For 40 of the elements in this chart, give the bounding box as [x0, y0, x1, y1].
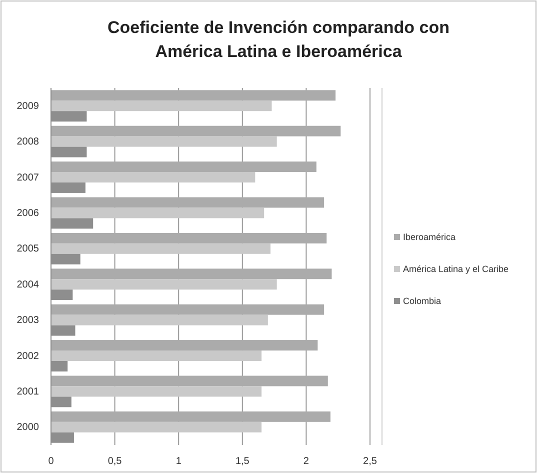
chart-title: Coeficiente de Invención comparando con América Latina e Iberoamérica	[108, 18, 450, 61]
y-tick-label: 2007	[16, 172, 40, 184]
y-tick-label: 2004	[16, 279, 40, 290]
y-tick-label: 2009	[16, 100, 40, 112]
y-tick-label: 2000	[16, 422, 40, 434]
legend-label: Iberoamérica	[403, 232, 456, 242]
bar	[51, 376, 328, 386]
bar	[51, 232, 327, 244]
bar	[51, 386, 262, 397]
bar	[51, 279, 277, 290]
bar	[51, 340, 318, 351]
bar	[51, 350, 262, 361]
bar	[51, 208, 264, 218]
y-tick-label: 2001	[16, 386, 40, 398]
x-tick-label: 0,5	[108, 456, 122, 467]
legend-label: América Latina y el Caribe	[403, 264, 509, 274]
bar	[51, 304, 324, 315]
y-tick-label: 2006	[16, 208, 40, 219]
bar	[51, 136, 277, 147]
bar	[51, 172, 256, 182]
y-tick-label: 2002	[16, 350, 40, 362]
legend-label: Colombia	[403, 296, 442, 306]
x-tick-label: 0	[48, 456, 54, 467]
x-tick-label: 2,5	[363, 456, 378, 467]
y-tick-label: 2005	[16, 244, 40, 255]
bar	[51, 126, 341, 136]
bar	[51, 411, 330, 422]
bar	[51, 197, 324, 208]
x-tick-label: 1,5	[235, 456, 250, 467]
x-tick-label: 2	[303, 456, 310, 467]
y-tick-label: 2008	[16, 136, 40, 148]
bar	[51, 314, 268, 326]
x-tick-label: 1	[176, 456, 182, 467]
bar	[51, 422, 262, 432]
bar	[51, 100, 272, 112]
bar	[51, 162, 316, 172]
bar	[51, 268, 332, 280]
bar	[51, 90, 336, 101]
bar	[51, 243, 270, 254]
y-tick-label: 2003	[16, 315, 40, 326]
